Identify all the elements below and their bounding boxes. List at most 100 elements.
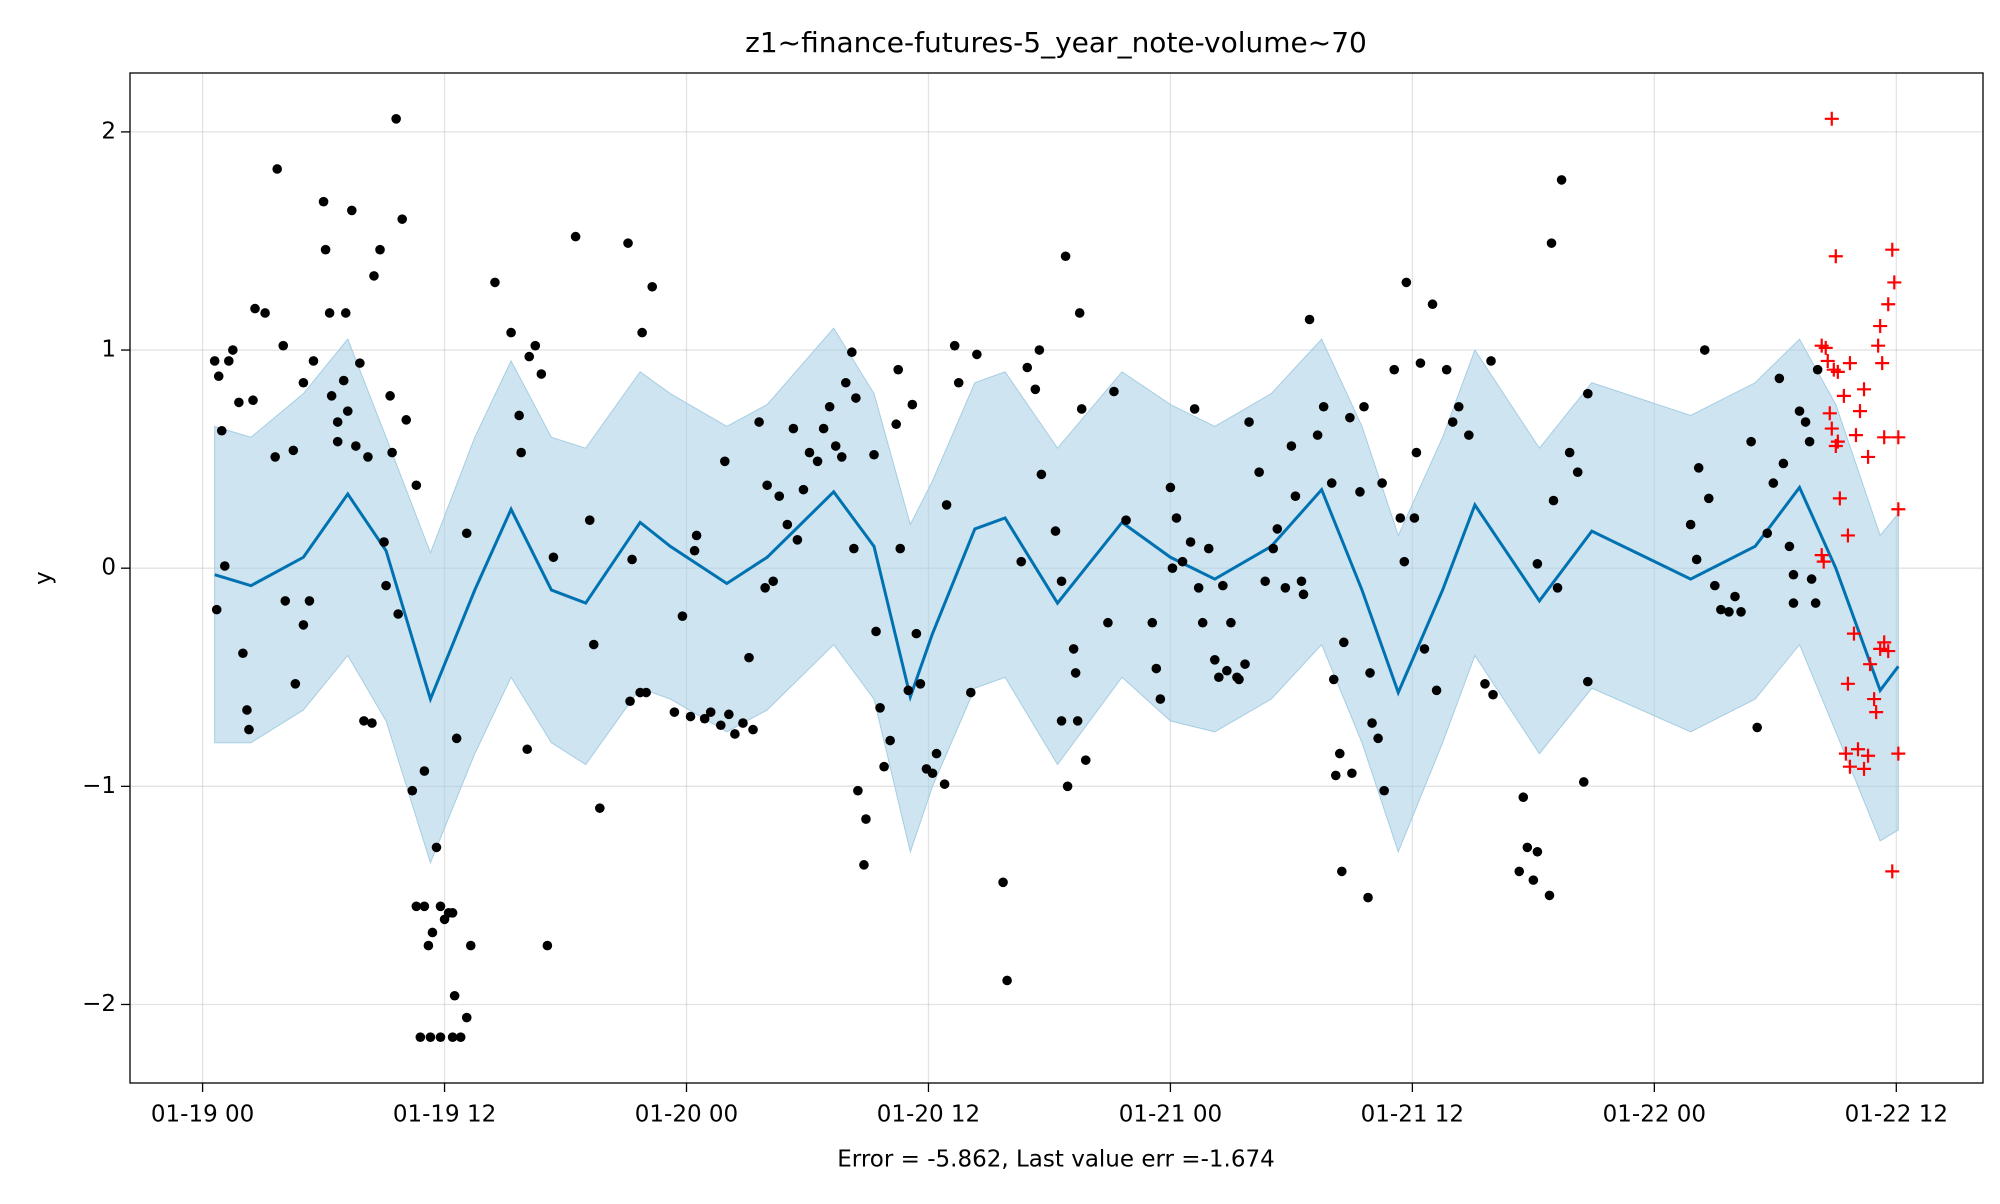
dot-marker xyxy=(411,901,422,912)
dot-marker xyxy=(762,480,772,491)
dot-marker xyxy=(1710,580,1720,591)
dot-marker xyxy=(385,391,395,401)
dot-marker xyxy=(1544,890,1555,901)
dot-marker xyxy=(516,447,526,458)
dot-marker xyxy=(461,1012,472,1023)
dot-marker xyxy=(1226,617,1236,628)
dot-marker xyxy=(1788,569,1799,580)
dot-marker xyxy=(1203,543,1214,554)
dot-marker xyxy=(211,604,222,615)
dot-marker xyxy=(869,449,879,460)
dot-marker xyxy=(1778,458,1789,469)
dot-marker xyxy=(1800,417,1811,427)
dot-marker xyxy=(1528,875,1539,885)
dot-marker xyxy=(1062,781,1073,792)
dot-marker xyxy=(768,576,779,587)
dot-marker xyxy=(1532,559,1543,569)
dot-marker xyxy=(1784,541,1795,552)
dot-marker xyxy=(326,391,337,401)
dot-marker xyxy=(288,445,299,456)
dot-marker xyxy=(1703,493,1714,504)
confidence-band xyxy=(214,327,1899,865)
dot-marker xyxy=(893,364,904,375)
dot-marker xyxy=(1050,526,1061,536)
plus-marker xyxy=(1885,242,1900,257)
dot-marker xyxy=(1339,637,1349,648)
dot-marker xyxy=(1103,617,1113,628)
dot-marker xyxy=(949,340,960,351)
dot-marker xyxy=(242,705,252,715)
x-tick-label: 01-20 00 xyxy=(635,1102,738,1128)
dot-marker xyxy=(1185,537,1196,547)
dot-marker xyxy=(903,685,914,696)
dot-marker xyxy=(570,231,581,242)
plus-marker xyxy=(1871,338,1886,353)
dot-marker xyxy=(1518,792,1529,803)
dot-marker xyxy=(941,500,952,510)
dot-marker xyxy=(1746,436,1756,447)
dot-marker xyxy=(1177,556,1188,567)
dot-marker xyxy=(542,940,553,951)
dot-marker xyxy=(1486,356,1496,366)
dot-marker xyxy=(280,596,291,606)
dot-marker xyxy=(427,927,438,938)
dot-marker xyxy=(1272,524,1283,534)
plus-marker xyxy=(1842,356,1857,371)
plus-marker xyxy=(1891,430,1906,445)
chart-title: z1~finance-futures-5_year_note-volume~70 xyxy=(745,26,1367,59)
dot-marker xyxy=(1280,583,1291,593)
dot-marker xyxy=(397,214,408,224)
dot-marker xyxy=(425,1032,436,1042)
plus-marker xyxy=(1877,430,1892,445)
dot-marker xyxy=(1464,430,1474,440)
dot-marker xyxy=(1564,447,1575,458)
plus-marker xyxy=(1814,548,1829,563)
dot-marker xyxy=(308,356,319,366)
dot-marker xyxy=(911,628,922,639)
dot-marker xyxy=(623,238,633,248)
dot-marker xyxy=(216,425,227,436)
x-tick-label: 01-20 12 xyxy=(877,1102,980,1128)
dot-marker xyxy=(387,447,397,458)
dot-marker xyxy=(754,417,764,427)
plus-marker xyxy=(1842,759,1857,774)
dot-marker xyxy=(1328,674,1339,685)
plus-marker xyxy=(1830,364,1845,379)
dot-marker xyxy=(1171,513,1182,523)
dot-marker xyxy=(1373,733,1383,744)
dot-marker xyxy=(1583,388,1593,399)
dot-marker xyxy=(830,441,841,451)
x-tick-label: 01-21 00 xyxy=(1119,1102,1222,1128)
dot-marker xyxy=(298,377,309,388)
dot-marker xyxy=(1068,644,1079,654)
dot-marker xyxy=(818,423,829,434)
dot-marker xyxy=(879,761,889,772)
dot-marker xyxy=(381,580,391,591)
dot-marker xyxy=(415,1032,426,1042)
dot-marker xyxy=(647,281,658,292)
x-tick-label: 01-19 00 xyxy=(151,1102,254,1128)
dot-marker xyxy=(209,356,220,366)
dot-marker xyxy=(1121,515,1131,525)
plus-marker xyxy=(1848,428,1863,443)
dot-marker xyxy=(407,785,418,796)
dot-marker xyxy=(788,423,799,434)
dot-marker xyxy=(1411,447,1422,458)
dot-marker xyxy=(461,528,472,539)
dot-marker xyxy=(1218,580,1228,591)
dot-marker xyxy=(849,543,859,554)
dot-marker xyxy=(1768,478,1779,488)
dot-marker xyxy=(342,406,353,416)
dot-marker xyxy=(524,351,535,362)
dot-marker xyxy=(419,766,430,776)
dot-marker xyxy=(1532,846,1543,857)
dot-marker xyxy=(1736,607,1746,617)
dot-marker xyxy=(346,205,357,216)
dot-marker xyxy=(1334,748,1345,759)
dot-marker xyxy=(744,652,754,663)
dot-marker xyxy=(355,358,365,368)
dot-marker xyxy=(367,718,377,728)
dot-marker xyxy=(1060,251,1071,262)
dot-marker xyxy=(435,1032,446,1042)
dot-marker xyxy=(760,583,770,593)
